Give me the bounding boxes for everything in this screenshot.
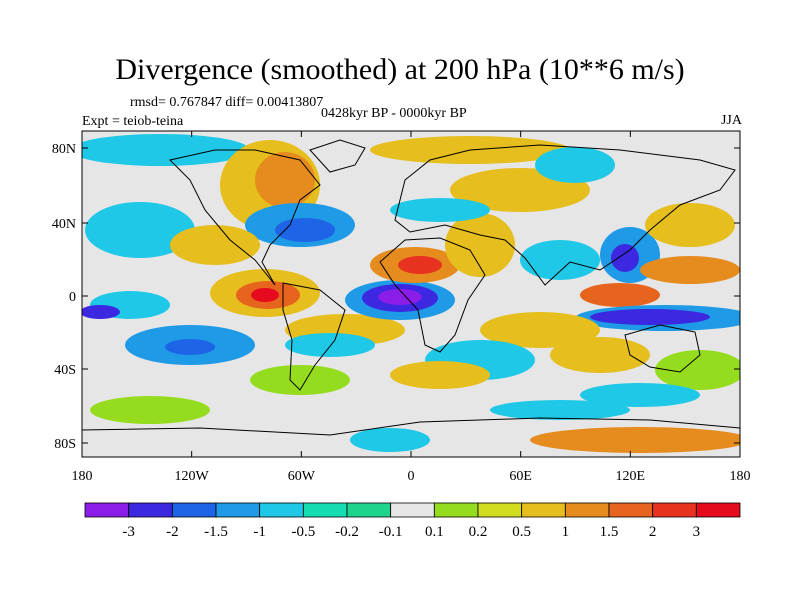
colorbar-label: 3 bbox=[693, 524, 701, 540]
lat-tick-label: 80S bbox=[54, 437, 76, 452]
field-region bbox=[165, 339, 215, 355]
lon-tick-label: 120W bbox=[175, 469, 210, 484]
colorbar-swatch bbox=[215, 502, 261, 518]
colorbar-label: 0.2 bbox=[469, 524, 488, 540]
colorbar-label: 2 bbox=[649, 524, 657, 540]
colorbar-swatch bbox=[128, 502, 173, 518]
field-region bbox=[390, 198, 490, 222]
lat-tick-label: 40N bbox=[52, 217, 76, 232]
field-region bbox=[350, 428, 430, 452]
colorbar-label: -0.5 bbox=[291, 524, 315, 540]
field-region bbox=[170, 225, 260, 265]
field-region bbox=[535, 147, 615, 183]
field-region bbox=[490, 400, 630, 420]
field-region bbox=[520, 240, 600, 280]
colorbar-swatch bbox=[390, 502, 435, 518]
field-region bbox=[655, 350, 740, 390]
colorbar-swatch bbox=[84, 502, 130, 518]
colorbar-label: -1 bbox=[253, 524, 266, 540]
plot-title: Divergence (smoothed) at 200 hPa (10**6 … bbox=[115, 53, 685, 86]
coastline-north-america bbox=[169, 149, 321, 286]
field-region bbox=[445, 213, 515, 277]
rmsd-diff-text: rmsd= 0.767847 diff= 0.00413807 bbox=[130, 95, 324, 110]
field-region bbox=[82, 305, 120, 319]
field-region bbox=[90, 396, 210, 424]
colorbar-label: 0.5 bbox=[512, 524, 531, 540]
lon-tick-label: 60E bbox=[509, 469, 532, 484]
lon-tick-label: 0 bbox=[408, 469, 415, 484]
field-region bbox=[640, 256, 740, 284]
colorbar-swatch bbox=[652, 502, 697, 518]
colorbar-label: -3 bbox=[122, 524, 135, 540]
field-region bbox=[250, 365, 350, 395]
colorbar-label: -2 bbox=[166, 524, 179, 540]
experiment-text: Expt = teiob-teina bbox=[82, 114, 184, 129]
coastline-australia bbox=[624, 324, 701, 373]
colorbar-swatch bbox=[564, 502, 610, 518]
field-region bbox=[82, 134, 250, 166]
colorbar-label: 1 bbox=[562, 524, 570, 540]
map-field bbox=[82, 131, 740, 457]
field-region bbox=[580, 283, 660, 307]
colorbar-label: -1.5 bbox=[204, 524, 228, 540]
field-region bbox=[550, 337, 650, 373]
colorbar-swatch bbox=[259, 502, 304, 518]
field-region bbox=[251, 288, 279, 302]
lon-tick-label: 180 bbox=[72, 469, 93, 484]
lon-tick-label: 180 bbox=[730, 469, 751, 484]
field-region bbox=[378, 289, 422, 305]
coastline-africa bbox=[379, 237, 486, 353]
colorbar-swatch bbox=[695, 502, 741, 518]
colorbar-swatch bbox=[477, 502, 523, 518]
field-region bbox=[611, 244, 639, 272]
field-region bbox=[275, 218, 335, 242]
field-region bbox=[580, 383, 700, 407]
field-region bbox=[285, 333, 375, 357]
season-text: JJA bbox=[720, 113, 742, 128]
colorbar: -3 -2 -1.5 -1 -0.5 -0.2 -0.1 0.1 0.2 0.5 1 1.5 2 3 bbox=[84, 502, 741, 540]
coastline-eurasia bbox=[394, 144, 736, 286]
colorbar-swatch bbox=[521, 502, 566, 518]
colorbar-swatch bbox=[171, 502, 217, 518]
field-region bbox=[530, 427, 740, 453]
colorbar-swatch bbox=[608, 502, 654, 518]
axis-ticks: 180 120W 60W 0 60E 120E 180 80N 40N 0 40S 80S bbox=[52, 131, 751, 484]
lat-tick-label: 40S bbox=[54, 363, 76, 378]
colorbar-swatch bbox=[302, 502, 348, 518]
colorbar-label: -0.1 bbox=[379, 524, 403, 540]
lon-tick-label: 120E bbox=[616, 469, 646, 484]
period-text: 0428kyr BP - 0000kyr BP bbox=[321, 106, 467, 121]
lon-tick-label: 60W bbox=[288, 469, 316, 484]
colorbar-label: 1.5 bbox=[600, 524, 619, 540]
field-region bbox=[85, 202, 195, 258]
colorbar-label: 0.1 bbox=[425, 524, 444, 540]
lat-tick-label: 80N bbox=[52, 142, 76, 157]
field-region bbox=[398, 256, 442, 274]
colorbar-label: -0.2 bbox=[335, 524, 359, 540]
field-region bbox=[255, 152, 315, 208]
field-region bbox=[590, 309, 710, 325]
field-region bbox=[645, 203, 735, 247]
colorbar-swatch bbox=[346, 502, 392, 518]
field-region bbox=[390, 361, 490, 389]
colorbar-swatch bbox=[433, 502, 479, 518]
coastline-south-america bbox=[282, 282, 346, 391]
coastline-greenland bbox=[309, 139, 366, 173]
coastlines bbox=[82, 139, 740, 436]
field-region bbox=[480, 312, 600, 348]
coastline-antarctica bbox=[82, 417, 740, 436]
lat-tick-label: 0 bbox=[69, 290, 76, 305]
